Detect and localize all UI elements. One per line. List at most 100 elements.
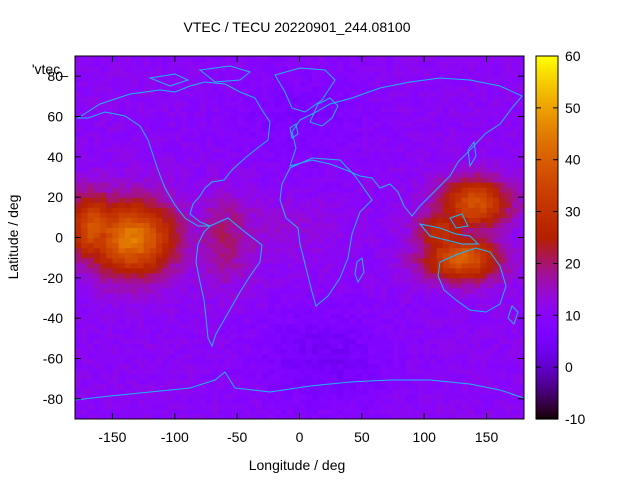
heatmap-cell: [162, 292, 170, 299]
heatmap-cell: [368, 257, 375, 264]
heatmap-cell: [486, 222, 494, 229]
heatmap-cell: [318, 252, 326, 259]
heatmap-cell: [311, 61, 319, 67]
heatmap-cell: [249, 56, 257, 62]
heatmap-cell: [492, 358, 500, 365]
heatmap-cell: [399, 81, 407, 87]
heatmap-cell: [336, 192, 344, 198]
heatmap-cell: [174, 232, 182, 239]
heatmap-cell: [237, 177, 244, 183]
heatmap-cell: [499, 277, 506, 284]
heatmap-cell: [492, 403, 500, 410]
heatmap-cell: [212, 166, 220, 173]
heatmap-cell: [436, 177, 444, 183]
heatmap-cell: [430, 368, 438, 375]
heatmap-cell: [93, 136, 101, 143]
heatmap-cell: [374, 187, 382, 193]
heatmap-cell: [474, 313, 481, 319]
heatmap-cell: [442, 398, 450, 405]
heatmap-cell: [330, 177, 338, 183]
heatmap-cell: [343, 71, 350, 77]
heatmap-cell: [118, 323, 126, 329]
heatmap-cell: [361, 393, 369, 400]
heatmap-cell: [262, 353, 269, 360]
heatmap-cell: [156, 252, 163, 259]
heatmap-cell: [124, 227, 132, 234]
heatmap-cell: [436, 146, 444, 153]
heatmap-cell: [149, 101, 157, 108]
heatmap-cell: [156, 247, 163, 254]
heatmap-cell: [199, 313, 207, 319]
heatmap-cell: [492, 298, 500, 304]
heatmap-cell: [224, 121, 232, 128]
heatmap-cell: [399, 71, 407, 77]
heatmap-cell: [262, 368, 269, 375]
heatmap-cell: [499, 217, 506, 223]
heatmap-cell: [355, 131, 363, 138]
heatmap-cell: [287, 303, 294, 309]
heatmap-cell: [262, 398, 269, 405]
heatmap-cell: [499, 368, 506, 375]
heatmap-cell: [274, 398, 282, 405]
heatmap-cell: [137, 237, 145, 244]
heatmap-cell: [417, 187, 425, 193]
heatmap-cell: [449, 363, 457, 370]
heatmap-cell: [156, 292, 163, 299]
heatmap-cell: [455, 358, 463, 365]
heatmap-cell: [311, 86, 319, 92]
heatmap-cell: [181, 161, 188, 168]
heatmap-cell: [417, 217, 425, 223]
heatmap-cell: [280, 328, 288, 334]
heatmap-cell: [455, 247, 463, 254]
heatmap-cell: [137, 197, 145, 203]
heatmap-cell: [424, 277, 432, 284]
heatmap-cell: [93, 262, 101, 269]
heatmap-cell: [461, 338, 469, 344]
heatmap-cell: [430, 106, 438, 113]
heatmap-cell: [124, 257, 132, 264]
heatmap-cell: [386, 363, 394, 370]
heatmap-cell: [93, 333, 101, 339]
heatmap-cell: [318, 66, 326, 72]
heatmap-cell: [131, 91, 138, 97]
heatmap-cell: [474, 187, 481, 193]
heatmap-cell: [361, 257, 369, 264]
heatmap-cell: [274, 192, 282, 198]
heatmap-cell: [311, 212, 319, 218]
heatmap-cell: [324, 111, 332, 118]
heatmap-cell: [162, 197, 170, 203]
heatmap-cell: [149, 358, 157, 365]
heatmap-cell: [336, 222, 344, 229]
heatmap-cell: [237, 232, 244, 239]
heatmap-cell: [255, 282, 263, 289]
heatmap-cell: [118, 338, 126, 344]
heatmap-cell: [368, 393, 375, 400]
heatmap-cell: [417, 313, 425, 319]
heatmap-cell: [430, 313, 438, 319]
heatmap-cell: [218, 192, 226, 198]
heatmap-cell: [299, 116, 307, 123]
heatmap-cell: [293, 56, 301, 62]
heatmap-cell: [174, 177, 182, 183]
heatmap-cell: [417, 101, 425, 108]
heatmap-cell: [442, 333, 450, 339]
heatmap-cell: [349, 242, 357, 249]
heatmap-cell: [81, 413, 89, 419]
heatmap-cell: [131, 197, 138, 203]
heatmap-cell: [237, 166, 244, 173]
heatmap-cell: [262, 358, 269, 365]
heatmap-cell: [75, 318, 82, 324]
heatmap-cell: [93, 222, 101, 229]
heatmap-cell: [486, 202, 494, 208]
heatmap-cell: [311, 131, 319, 138]
heatmap-cell: [156, 192, 163, 198]
heatmap-cell: [492, 383, 500, 390]
heatmap-cell: [124, 363, 132, 370]
heatmap-cell: [449, 101, 457, 108]
heatmap-cell: [224, 378, 232, 385]
heatmap-cell: [124, 408, 132, 415]
heatmap-cell: [149, 308, 157, 314]
heatmap-cell: [156, 298, 163, 304]
heatmap-cell: [461, 373, 469, 380]
heatmap-cell: [411, 151, 419, 158]
